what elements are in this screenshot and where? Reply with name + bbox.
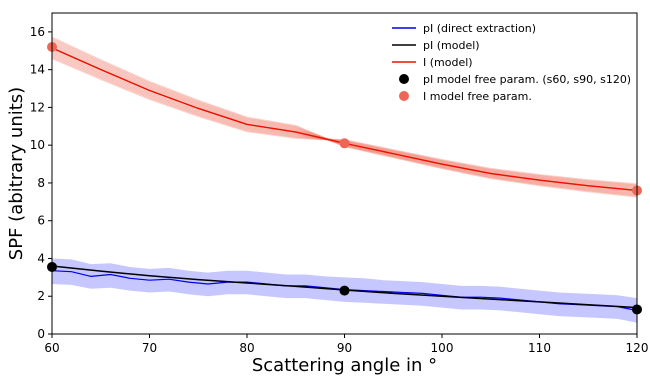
x-tick-label: 70 bbox=[142, 341, 157, 355]
y-tick-label: 16 bbox=[30, 25, 45, 39]
y-tick-label: 6 bbox=[37, 214, 45, 228]
y-axis-ticks: 0 2 4 6 8 10 12 14 16 bbox=[30, 25, 52, 341]
x-axis-title: Scattering angle in ° bbox=[252, 355, 437, 376]
legend-label: I (model) bbox=[423, 56, 473, 69]
y-tick-label: 4 bbox=[37, 251, 45, 265]
i-model-sample-curve bbox=[51, 36, 638, 198]
i-model-line bbox=[51, 47, 638, 192]
i-model-sample-curve bbox=[51, 48, 638, 191]
i-model-sample-curve bbox=[51, 40, 638, 196]
y-tick-label: 14 bbox=[30, 63, 45, 77]
legend-label: pI model free param. (s60, s90, s120) bbox=[423, 73, 631, 86]
legend-label: pI (direct extraction) bbox=[423, 22, 536, 35]
i-model-sample-curve bbox=[51, 50, 638, 190]
x-tick-label: 60 bbox=[44, 341, 59, 355]
x-tick-label: 100 bbox=[431, 341, 454, 355]
x-axis-ticks: 60 70 80 90 100 110 120 bbox=[44, 334, 648, 355]
legend-label: I model free param. bbox=[423, 90, 532, 103]
i-model-sample-curve bbox=[51, 45, 638, 193]
y-tick-label: 12 bbox=[30, 100, 45, 114]
x-tick-label: 120 bbox=[626, 341, 649, 355]
legend-dot-swatch bbox=[399, 74, 409, 84]
x-tick-label: 90 bbox=[337, 341, 352, 355]
x-tick-label: 80 bbox=[239, 341, 254, 355]
legend-label: pI (model) bbox=[423, 39, 480, 52]
y-tick-label: 8 bbox=[37, 176, 45, 190]
i-model-sample-curve bbox=[51, 43, 638, 194]
pi-free-param-point bbox=[339, 285, 350, 296]
i-model-sample-curve bbox=[51, 38, 638, 197]
y-tick-label: 0 bbox=[37, 327, 45, 341]
y-tick-label: 2 bbox=[37, 289, 45, 303]
legend-dot-swatch bbox=[399, 91, 409, 101]
i-free-param-point bbox=[339, 138, 350, 149]
y-axis-title: SPF (abitrary units) bbox=[6, 87, 27, 260]
y-tick-label: 10 bbox=[30, 138, 45, 152]
x-tick-label: 110 bbox=[528, 341, 551, 355]
i-model-sample-curve bbox=[51, 41, 638, 195]
legend: pI (direct extraction) pI (model) I (model… bbox=[392, 22, 631, 103]
